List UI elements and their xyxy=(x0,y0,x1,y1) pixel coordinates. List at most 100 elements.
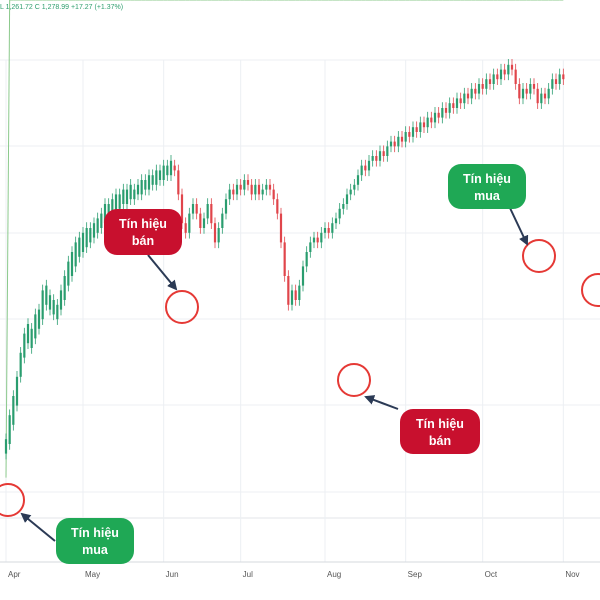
candle-body xyxy=(136,184,140,195)
candle-body xyxy=(393,141,396,147)
candle-body xyxy=(155,170,158,185)
candle-body xyxy=(327,228,330,233)
callout-line-2: bán xyxy=(132,234,154,248)
candle-body xyxy=(433,112,437,123)
candle-body xyxy=(320,232,323,243)
candle-body xyxy=(111,199,114,219)
candle-body xyxy=(257,184,261,195)
candle-body xyxy=(63,276,66,300)
candle-body xyxy=(521,88,525,99)
candle-body xyxy=(100,213,103,228)
candle-body xyxy=(301,266,305,286)
candle-body xyxy=(188,213,191,233)
candle-body xyxy=(147,175,151,190)
candle-body xyxy=(144,180,147,190)
candle-body xyxy=(268,184,272,190)
candle-body xyxy=(287,276,290,305)
candle-body xyxy=(107,204,110,219)
candle-body xyxy=(59,290,63,310)
candle-body xyxy=(70,252,74,276)
candle-body xyxy=(551,79,554,89)
signal-arrow xyxy=(20,512,56,542)
candle-body xyxy=(422,122,426,128)
buy-signal-callout: Tín hiệu mua xyxy=(448,164,526,209)
candle-body xyxy=(518,84,521,99)
x-tick-label: Nov xyxy=(565,570,579,579)
candle-body xyxy=(510,64,514,70)
candle-body xyxy=(272,189,275,200)
callout-line-1: Tín hiệu xyxy=(119,217,167,231)
x-axis: Apr May Jun Jul Aug Sep Oct Nov xyxy=(8,570,580,579)
candle-body xyxy=(463,93,466,104)
candle-body xyxy=(455,98,459,108)
candle-body xyxy=(125,189,129,204)
candle-body xyxy=(470,88,473,99)
candle-body xyxy=(210,204,213,224)
candle-body xyxy=(246,180,250,185)
candle-body xyxy=(474,88,477,94)
x-tick-label: May xyxy=(85,570,100,579)
candle-body xyxy=(525,88,528,94)
callout-box xyxy=(448,164,526,209)
candle-body xyxy=(364,165,367,171)
candle-body xyxy=(15,376,19,406)
candle-body xyxy=(309,242,312,252)
candle-body xyxy=(342,204,345,209)
candle-body xyxy=(466,93,470,99)
candle-body xyxy=(290,290,294,305)
candle-body xyxy=(532,84,536,89)
candle-body xyxy=(89,228,92,243)
candle-body xyxy=(338,208,341,219)
candle-body xyxy=(360,165,363,176)
candle-body xyxy=(114,194,118,214)
candle-body xyxy=(283,242,286,276)
candle-body xyxy=(26,324,30,344)
candle-body xyxy=(34,314,37,339)
callout-line-2: bán xyxy=(429,434,451,448)
candle-body xyxy=(426,117,429,128)
candle-body xyxy=(232,189,235,195)
callout-line-2: mua xyxy=(474,189,501,203)
candle-body xyxy=(195,204,198,214)
candle-body xyxy=(184,223,187,233)
candle-body xyxy=(228,189,231,200)
candle-body xyxy=(375,156,378,161)
candle-body xyxy=(250,184,253,195)
candle-body xyxy=(122,189,125,204)
candle-body xyxy=(389,141,393,147)
candle-body xyxy=(158,170,162,180)
candle-body xyxy=(162,165,165,180)
candle-body xyxy=(547,88,550,99)
candle-body xyxy=(415,127,418,132)
candle-body xyxy=(202,218,206,228)
candle-body xyxy=(408,132,411,137)
trend-band xyxy=(5,0,564,478)
candle-body xyxy=(151,175,154,185)
candle-body xyxy=(37,309,41,329)
candle-body xyxy=(279,213,283,243)
candle-body xyxy=(305,252,308,267)
candle-body xyxy=(404,132,407,142)
signal-circle xyxy=(0,483,25,517)
candle-body xyxy=(437,112,440,118)
x-tick-label: Sep xyxy=(408,570,423,579)
candle-body xyxy=(386,146,389,156)
candle-body xyxy=(239,184,242,190)
callout-box xyxy=(56,518,134,564)
candle-body xyxy=(85,228,88,248)
candle-body xyxy=(312,237,316,243)
candle-body xyxy=(382,151,385,156)
candle-body xyxy=(448,103,451,113)
candle-body xyxy=(543,93,547,99)
callout-line-2: mua xyxy=(82,543,109,557)
candle-body xyxy=(441,108,444,118)
candle-body xyxy=(349,189,352,195)
signal-circle xyxy=(165,290,199,324)
candle-body xyxy=(19,352,22,377)
x-tick-label: Apr xyxy=(8,570,21,579)
x-tick-label: Jun xyxy=(166,570,179,579)
candle-body xyxy=(562,74,565,80)
candle-body xyxy=(56,304,59,320)
candle-body xyxy=(140,180,143,195)
